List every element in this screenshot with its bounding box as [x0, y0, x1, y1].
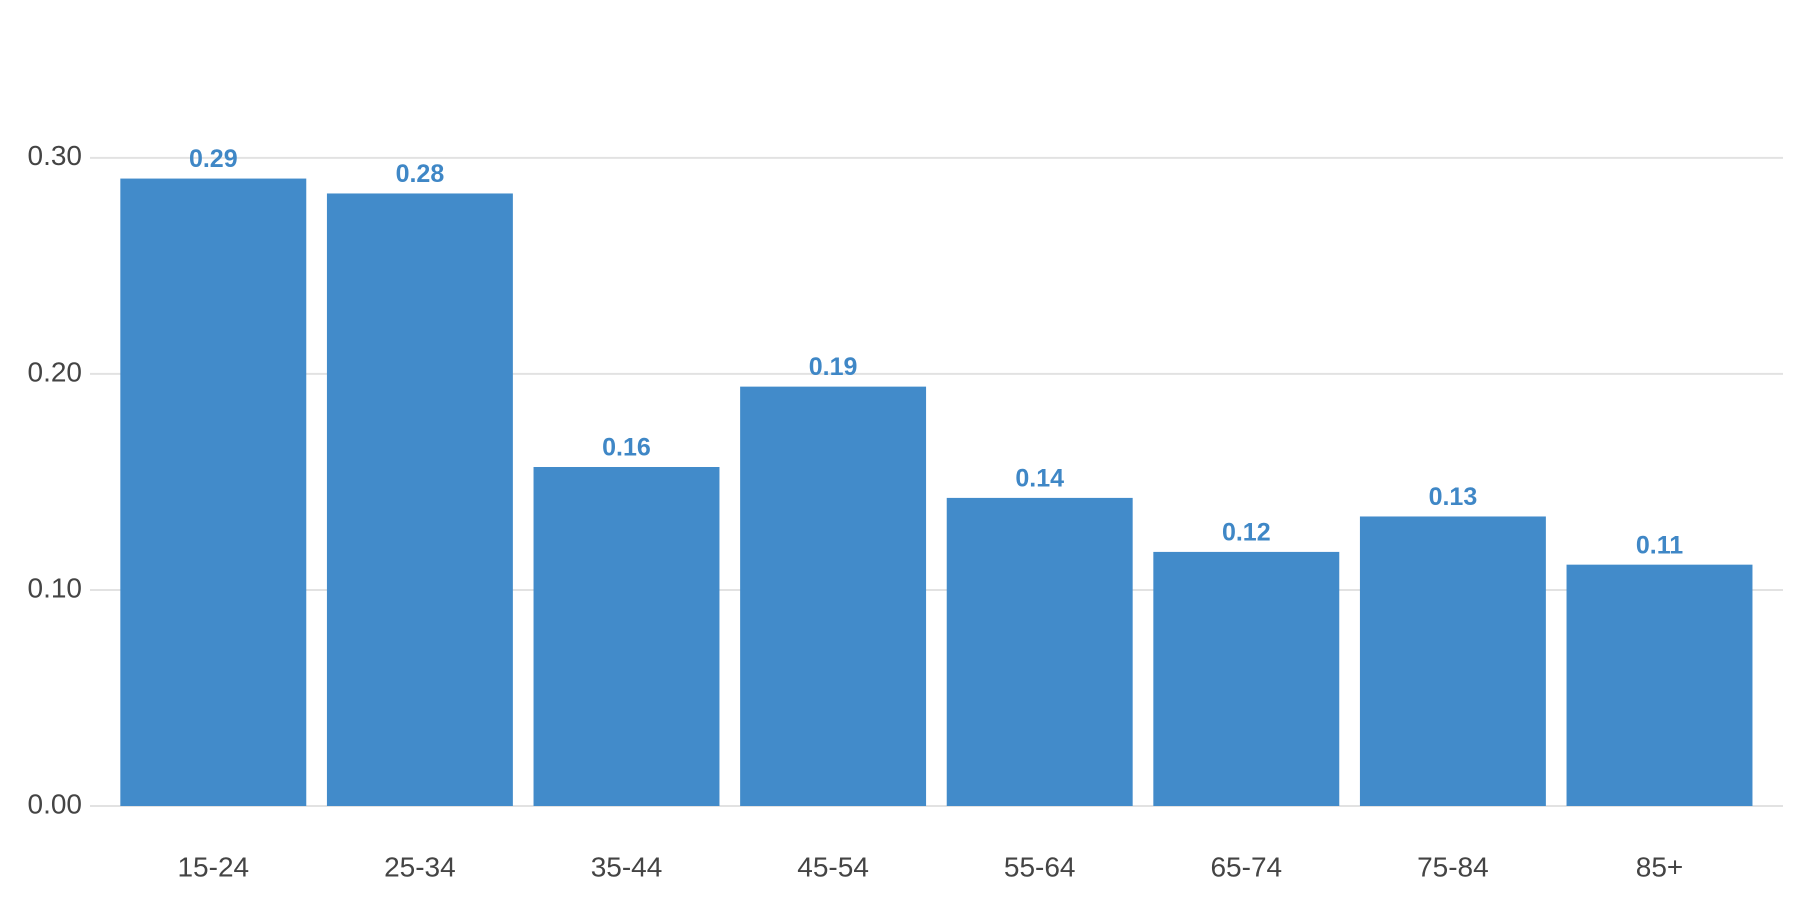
x-tick-label: 15-24 [177, 851, 249, 882]
y-tick-label: 0.00 [28, 788, 83, 819]
x-tick-label: 25-34 [384, 851, 456, 882]
bar [946, 497, 1133, 806]
x-tick-label: 45-54 [797, 851, 869, 882]
value-label: 0.12 [1222, 519, 1271, 547]
x-tick-label: 35-44 [591, 851, 663, 882]
value-label: 0.13 [1429, 483, 1478, 511]
value-label: 0.28 [396, 160, 445, 188]
bar [740, 386, 927, 806]
y-tick-label: 0.30 [28, 140, 83, 171]
x-tick-label: 75-84 [1417, 851, 1489, 882]
bar [1153, 551, 1340, 806]
x-tick-label: 85+ [1636, 851, 1684, 882]
value-label: 0.29 [189, 145, 238, 173]
bar [120, 178, 307, 806]
y-tick-label: 0.10 [28, 572, 83, 603]
value-label: 0.16 [602, 434, 651, 462]
value-label: 0.11 [1636, 531, 1683, 559]
value-label: 0.14 [1015, 465, 1064, 493]
x-tick-label: 65-74 [1210, 851, 1282, 882]
x-tick-label: 55-64 [1004, 851, 1076, 882]
bar [326, 193, 513, 806]
bar [1566, 564, 1753, 806]
bar [533, 467, 720, 806]
value-label: 0.19 [809, 353, 858, 381]
bar [1359, 516, 1546, 806]
y-tick-label: 0.20 [28, 356, 83, 387]
